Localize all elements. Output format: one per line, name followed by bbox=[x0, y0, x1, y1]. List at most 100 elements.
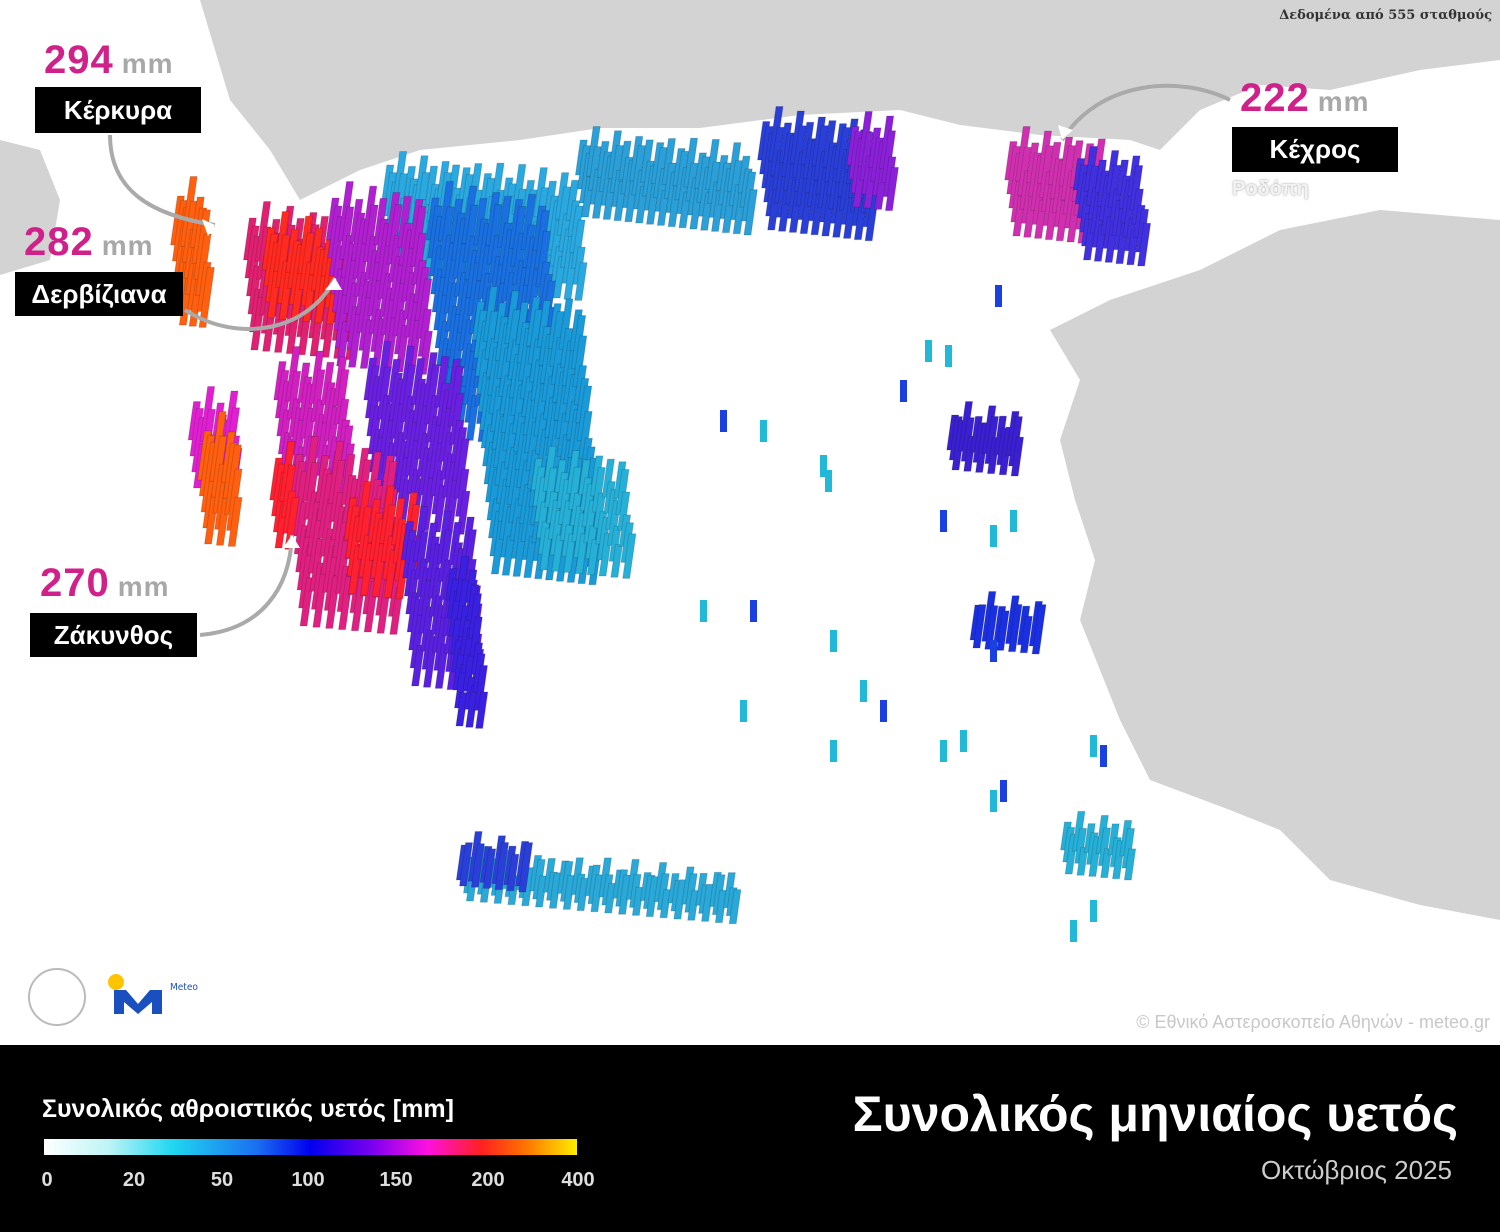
station-bar bbox=[469, 616, 483, 657]
value-unit: mm bbox=[121, 48, 174, 79]
station-bar bbox=[1123, 848, 1137, 881]
value-kerkyra: 294 mm bbox=[44, 38, 174, 83]
station-bar bbox=[1070, 920, 1077, 942]
station-bar bbox=[1100, 745, 1107, 767]
rainfall-map bbox=[0, 0, 1500, 942]
station-bar bbox=[462, 204, 479, 263]
station-bar bbox=[439, 206, 455, 260]
station-bar bbox=[1128, 165, 1144, 211]
station-bar bbox=[990, 640, 997, 662]
station-bar bbox=[990, 790, 997, 812]
station-bar bbox=[1074, 827, 1088, 864]
source-note: Δεδομένα από 555 σταθμούς bbox=[1279, 8, 1492, 23]
station-bar bbox=[577, 410, 593, 460]
station-bar bbox=[544, 467, 558, 508]
arrow-zakynthos bbox=[199, 534, 294, 637]
station-bar bbox=[1000, 780, 1007, 802]
station-bar bbox=[760, 420, 767, 442]
arrow-dervisiana bbox=[183, 277, 337, 331]
value-zakynthos: 270 mm bbox=[40, 561, 170, 606]
callout-arrows bbox=[108, 83, 1231, 637]
station-bar bbox=[405, 569, 420, 615]
label-kerkyra: Κέρκυρα bbox=[35, 87, 201, 133]
station-bar bbox=[455, 692, 469, 727]
station-bar bbox=[423, 364, 441, 425]
station-bar bbox=[601, 458, 616, 498]
station-bar bbox=[310, 369, 326, 423]
station-bar bbox=[880, 700, 887, 722]
station-bar bbox=[1137, 222, 1152, 267]
value-unit: mm bbox=[1317, 86, 1370, 117]
legend-tick: 150 bbox=[379, 1169, 413, 1191]
value-unit: mm bbox=[117, 571, 170, 602]
meteo-logo-text: Meteo bbox=[170, 982, 198, 993]
value-unit: mm bbox=[101, 230, 154, 261]
station-bar bbox=[616, 491, 631, 531]
legend-title: Συνολικός αθροιστικός υετός [mm] bbox=[42, 1095, 454, 1123]
station-bar bbox=[830, 740, 837, 762]
value-number: 282 bbox=[24, 220, 94, 264]
station-bar bbox=[1010, 436, 1025, 477]
station-bar bbox=[574, 533, 589, 575]
station-bar bbox=[419, 606, 435, 652]
station-bar bbox=[591, 467, 606, 513]
station-bar bbox=[1121, 827, 1136, 869]
station-bar bbox=[1090, 735, 1097, 757]
station-bar bbox=[558, 298, 574, 351]
station-bars bbox=[169, 105, 1152, 942]
station-bar bbox=[615, 468, 630, 515]
station-bar bbox=[639, 139, 654, 183]
station-bar bbox=[386, 204, 403, 265]
station-bar bbox=[400, 364, 417, 423]
italy-land bbox=[0, 140, 60, 275]
station-bar bbox=[551, 534, 565, 572]
station-bar bbox=[880, 130, 897, 184]
station-bar bbox=[750, 600, 757, 622]
station-bar bbox=[376, 366, 393, 420]
station-bar bbox=[1031, 604, 1047, 655]
surrounding-land bbox=[0, 0, 1500, 920]
station-bar bbox=[577, 459, 591, 496]
station-bar bbox=[825, 470, 832, 492]
value-kechros: 222 mm bbox=[1240, 76, 1370, 121]
station-bar bbox=[700, 600, 707, 622]
station-bar bbox=[743, 189, 758, 236]
station-bar bbox=[536, 300, 552, 348]
station-bar bbox=[286, 370, 302, 420]
station-bar bbox=[565, 179, 580, 221]
station-bar bbox=[227, 496, 243, 547]
observatory-seal-logo bbox=[28, 968, 86, 1026]
arrow-kerkyra bbox=[108, 134, 216, 227]
station-bar bbox=[275, 234, 291, 288]
legend-tick: 20 bbox=[122, 1169, 146, 1191]
station-bar bbox=[448, 392, 465, 445]
station-bar bbox=[434, 643, 450, 689]
station-bar bbox=[356, 506, 373, 560]
station-bar bbox=[333, 369, 350, 425]
station-bar bbox=[520, 193, 537, 251]
station-bar bbox=[984, 605, 999, 650]
station-bar bbox=[1097, 827, 1112, 867]
station-bar bbox=[1010, 510, 1017, 532]
station-bar bbox=[1019, 615, 1033, 654]
station-bar bbox=[1007, 603, 1023, 653]
station-bar bbox=[465, 394, 481, 441]
station-bar bbox=[284, 496, 300, 550]
station-bar bbox=[572, 335, 588, 388]
station-bar bbox=[622, 533, 637, 579]
station-bar bbox=[593, 492, 607, 529]
station-bar bbox=[496, 195, 512, 248]
arrow-kechros bbox=[1060, 83, 1231, 142]
legend-tick: 0 bbox=[41, 1169, 53, 1191]
station-bar bbox=[434, 355, 450, 408]
station-bar bbox=[830, 630, 837, 652]
station-bar bbox=[659, 889, 672, 919]
station-bar bbox=[1090, 900, 1097, 922]
station-bar bbox=[900, 380, 907, 402]
station-bar bbox=[562, 533, 577, 573]
station-bar bbox=[559, 500, 574, 541]
legend-tick: 400 bbox=[561, 1169, 595, 1191]
label-kechros: Κέχρος bbox=[1232, 127, 1398, 172]
region-rodopi: Ροδόπη bbox=[1232, 178, 1309, 200]
station-bar bbox=[960, 730, 967, 752]
